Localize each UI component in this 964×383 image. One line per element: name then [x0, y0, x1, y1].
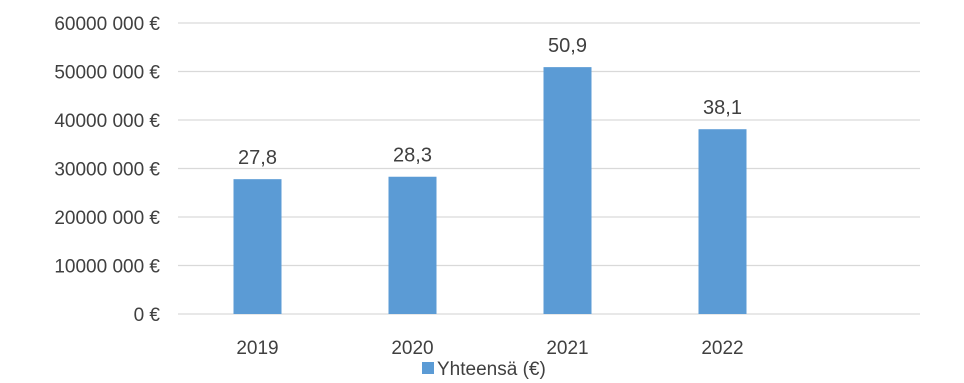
bar-2019 [233, 179, 282, 314]
y-tick-label: 50000 000 € [54, 63, 160, 84]
y-tick-label: 60000 000 € [54, 14, 160, 35]
bar-2022 [698, 129, 747, 314]
data-label-2021: 50,9 [548, 35, 587, 57]
data-label-2022: 38,1 [703, 97, 742, 119]
legend-label: Yhteensä (€) [437, 359, 546, 380]
x-tick-label: 2021 [546, 338, 588, 359]
bar-series [233, 67, 747, 314]
y-tick-label: 30000 000 € [54, 160, 160, 181]
x-axis: 2019 2020 2021 2022 [236, 338, 743, 359]
y-axis: 0 € 10000 000 € 20000 000 € 30000 000 € 4000… [54, 14, 160, 326]
bar-2021 [543, 67, 592, 314]
data-label-2019: 27,8 [238, 147, 277, 169]
legend-swatch [422, 362, 434, 374]
x-tick-label: 2022 [701, 338, 743, 359]
y-tick-label: 10000 000 € [54, 257, 160, 278]
bar-2020 [388, 176, 437, 314]
x-tick-label: 2020 [391, 338, 433, 359]
x-tick-label: 2019 [236, 338, 278, 359]
data-labels: 27,8 28,3 50,9 38,1 [238, 35, 742, 169]
legend: Yhteensä (€) [422, 359, 546, 380]
y-tick-label: 20000 000 € [54, 208, 160, 229]
data-label-2020: 28,3 [393, 145, 432, 167]
y-tick-label: 40000 000 € [54, 111, 160, 132]
y-tick-label: 0 € [134, 305, 161, 326]
